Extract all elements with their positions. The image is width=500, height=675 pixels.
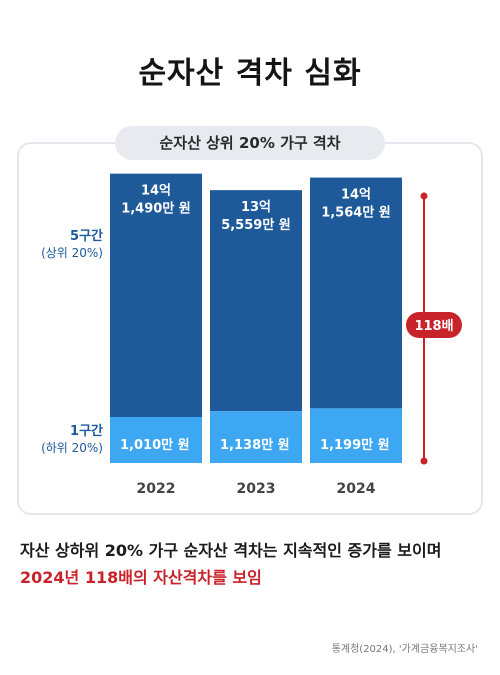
bar-bottom-label: 1,199만 원: [320, 437, 390, 453]
top-group-label: 5구간: [70, 228, 103, 244]
bar-top-label-line1: 13억: [241, 200, 271, 215]
source-note: 통계청(2024), '가계금융복지조사': [331, 644, 478, 655]
bar-bottom-group: [210, 411, 302, 463]
top-group-sublabel: (상위 20%): [41, 246, 103, 260]
x-tick-label: 2023: [237, 481, 276, 497]
ratio-badge-label: 118배: [414, 318, 453, 334]
ratio-badge: [406, 312, 462, 338]
gap-bottom-dot: [420, 457, 428, 465]
caption-line-1: 자산 상하위 20% 가구 순자산 격차는 지속적인 증가를 보이며: [20, 541, 442, 560]
bar-top-group: [210, 190, 302, 412]
gap-top-dot: [420, 192, 428, 200]
bar-top-label-line1: 14억: [141, 184, 171, 199]
bottom-group-label: 1구간: [70, 423, 103, 439]
bar-bottom-group: [110, 417, 202, 463]
bar-top-label-line2: 1,490만 원: [121, 201, 191, 217]
x-tick-label: 2024: [337, 481, 376, 497]
bar-bottom-group: [310, 408, 402, 463]
bar-top-label-line2: 5,559만 원: [221, 217, 291, 233]
bar-top-label-line2: 1,564만 원: [321, 205, 391, 221]
bar-top-group: [310, 177, 402, 409]
bar-top-label-line1: 14억: [341, 188, 371, 203]
bar-top-group: [110, 173, 202, 417]
x-tick-label: 2022: [137, 481, 176, 497]
bar-bottom-label: 1,010만 원: [120, 437, 190, 453]
bottom-group-sublabel: (하위 20%): [41, 441, 103, 455]
caption-line-2: 2024년 118배의 자산격차를 보임: [20, 568, 262, 587]
page-title: 순자산 격차 심화: [138, 56, 362, 91]
caption: 자산 상하위 20% 가구 순자산 격차는 지속적인 증가를 보이며 2024년…: [20, 537, 441, 591]
bar-bottom-label: 1,138만 원: [220, 437, 290, 453]
chart-subtitle: 순자산 상위 20% 가구 격차: [115, 126, 385, 160]
